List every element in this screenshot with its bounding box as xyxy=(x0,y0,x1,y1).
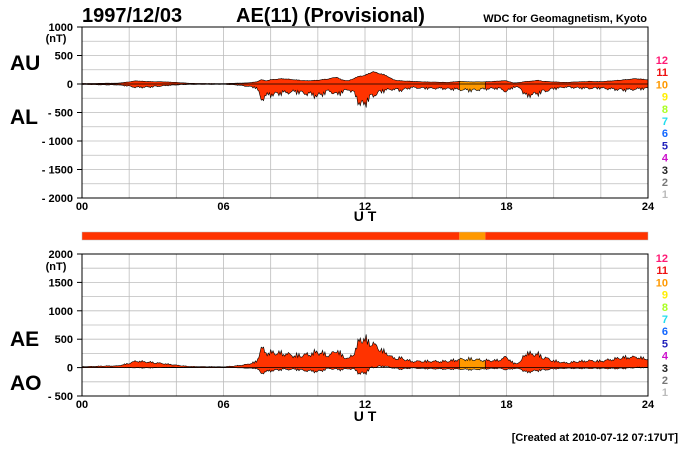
au-series-label: AU xyxy=(10,52,40,75)
bottom-grid xyxy=(81,253,649,397)
ao-series-label: AO xyxy=(10,372,42,395)
top-x-tick-labels: 00 06 12 18 24 xyxy=(76,201,655,213)
created-timestamp: [Created at 2010-07-12 07:17UT] xyxy=(512,432,679,444)
top-grid xyxy=(81,26,649,199)
bottom-y-tick-labels: 2000 1500 1000 500 0 - 500 xyxy=(48,249,82,403)
y-tick-label: - 500 xyxy=(48,391,73,403)
activity-status-bar xyxy=(81,231,649,241)
ae-ao-area-segment xyxy=(484,350,649,374)
legend-level-7: 7 xyxy=(662,116,668,128)
y-tick-label: 0 xyxy=(67,79,73,91)
bottom-area-fill xyxy=(81,334,649,376)
bottom-unit-label: (nT) xyxy=(46,261,67,273)
status-bar-frame xyxy=(81,231,649,241)
x-tick-label: 06 xyxy=(217,201,229,213)
legend-level-4: 4 xyxy=(662,153,669,165)
legend-level-3: 3 xyxy=(662,363,668,375)
date-label: 1997/12/03 xyxy=(82,5,182,27)
y-tick-label: - 1000 xyxy=(42,136,73,148)
legend-level-12: 12 xyxy=(656,253,668,265)
legend-level-1: 1 xyxy=(662,387,668,399)
top-unit-label: (nT) xyxy=(46,33,67,45)
y-tick-label: 2000 xyxy=(49,249,73,261)
status-bar-segment xyxy=(485,232,648,240)
legend-level-2: 2 xyxy=(662,177,668,189)
legend-level-2: 2 xyxy=(662,375,668,387)
legend-level-8: 8 xyxy=(662,104,668,116)
y-tick-label: 0 xyxy=(67,363,73,375)
ae-series-label: AE xyxy=(10,328,39,351)
ae-ao-area-segment xyxy=(459,356,486,371)
panel-ae-ao: 2000 1500 1000 500 0 - 500 00 06 12 18 24 (nT) AE… xyxy=(10,249,655,424)
legend-level-5: 5 xyxy=(662,338,668,350)
x-tick-label: 00 xyxy=(76,399,88,411)
legend-level-6: 6 xyxy=(662,128,668,140)
bottom-plot-frame xyxy=(81,253,649,397)
bottom-x-tick-labels: 00 06 12 18 24 xyxy=(76,399,655,411)
panel-au-al: 1000 500 0 - 500 - 1000 - 1500 - 2000 00 06 12 18… xyxy=(10,22,655,224)
legend-level-3: 3 xyxy=(662,165,668,177)
legend-level-9: 9 xyxy=(662,92,668,104)
y-tick-label: - 1500 xyxy=(42,165,73,177)
x-tick-label: 18 xyxy=(500,399,512,411)
au-al-area-segment xyxy=(484,78,649,99)
y-tick-label: 500 xyxy=(55,51,73,63)
status-bar-segment xyxy=(459,232,486,240)
status-bar-segment xyxy=(82,232,460,240)
y-tick-label: 1000 xyxy=(49,22,73,34)
legend-level-8: 8 xyxy=(662,302,668,314)
legend-level-4: 4 xyxy=(662,351,669,363)
top-area-fill xyxy=(81,71,649,108)
y-tick-label: 1500 xyxy=(49,277,73,289)
top-plot-frame xyxy=(81,26,649,199)
legend-level-6: 6 xyxy=(662,326,668,338)
legend-level-10: 10 xyxy=(656,277,668,289)
legend-level-11: 11 xyxy=(656,265,668,277)
legend-level-1: 1 xyxy=(662,189,668,201)
legend-level-11: 11 xyxy=(656,67,668,79)
chart-title: AE(11) (Provisional) xyxy=(236,5,425,27)
y-tick-label: - 500 xyxy=(48,108,73,120)
x-tick-label: 00 xyxy=(76,201,88,213)
legend-level-10: 10 xyxy=(656,79,668,91)
au-al-area-segment xyxy=(459,80,486,93)
legend-level-5: 5 xyxy=(662,140,668,152)
x-tick-label: 06 xyxy=(217,399,229,411)
al-series-label: AL xyxy=(10,106,38,129)
x-tick-label: 12 xyxy=(359,399,371,411)
legend-level-9: 9 xyxy=(662,290,668,302)
y-tick-label: 1000 xyxy=(49,306,73,318)
top-y-tick-labels: 1000 500 0 - 500 - 1000 - 1500 - 2000 xyxy=(42,22,82,205)
x-tick-label: 18 xyxy=(500,201,512,213)
x-tick-label: 24 xyxy=(642,399,655,411)
source-label: WDC for Geomagnetism, Kyoto xyxy=(483,13,647,25)
x-tick-label: 24 xyxy=(642,201,655,213)
legend-level-12: 12 xyxy=(656,55,668,67)
top-x-axis-label: U T xyxy=(354,208,377,224)
legend-level-7: 7 xyxy=(662,314,668,326)
y-tick-label: 500 xyxy=(55,334,73,346)
x-tick-label: 12 xyxy=(359,201,371,213)
y-tick-label: - 2000 xyxy=(42,193,73,205)
bottom-x-axis-label: U T xyxy=(354,408,377,424)
